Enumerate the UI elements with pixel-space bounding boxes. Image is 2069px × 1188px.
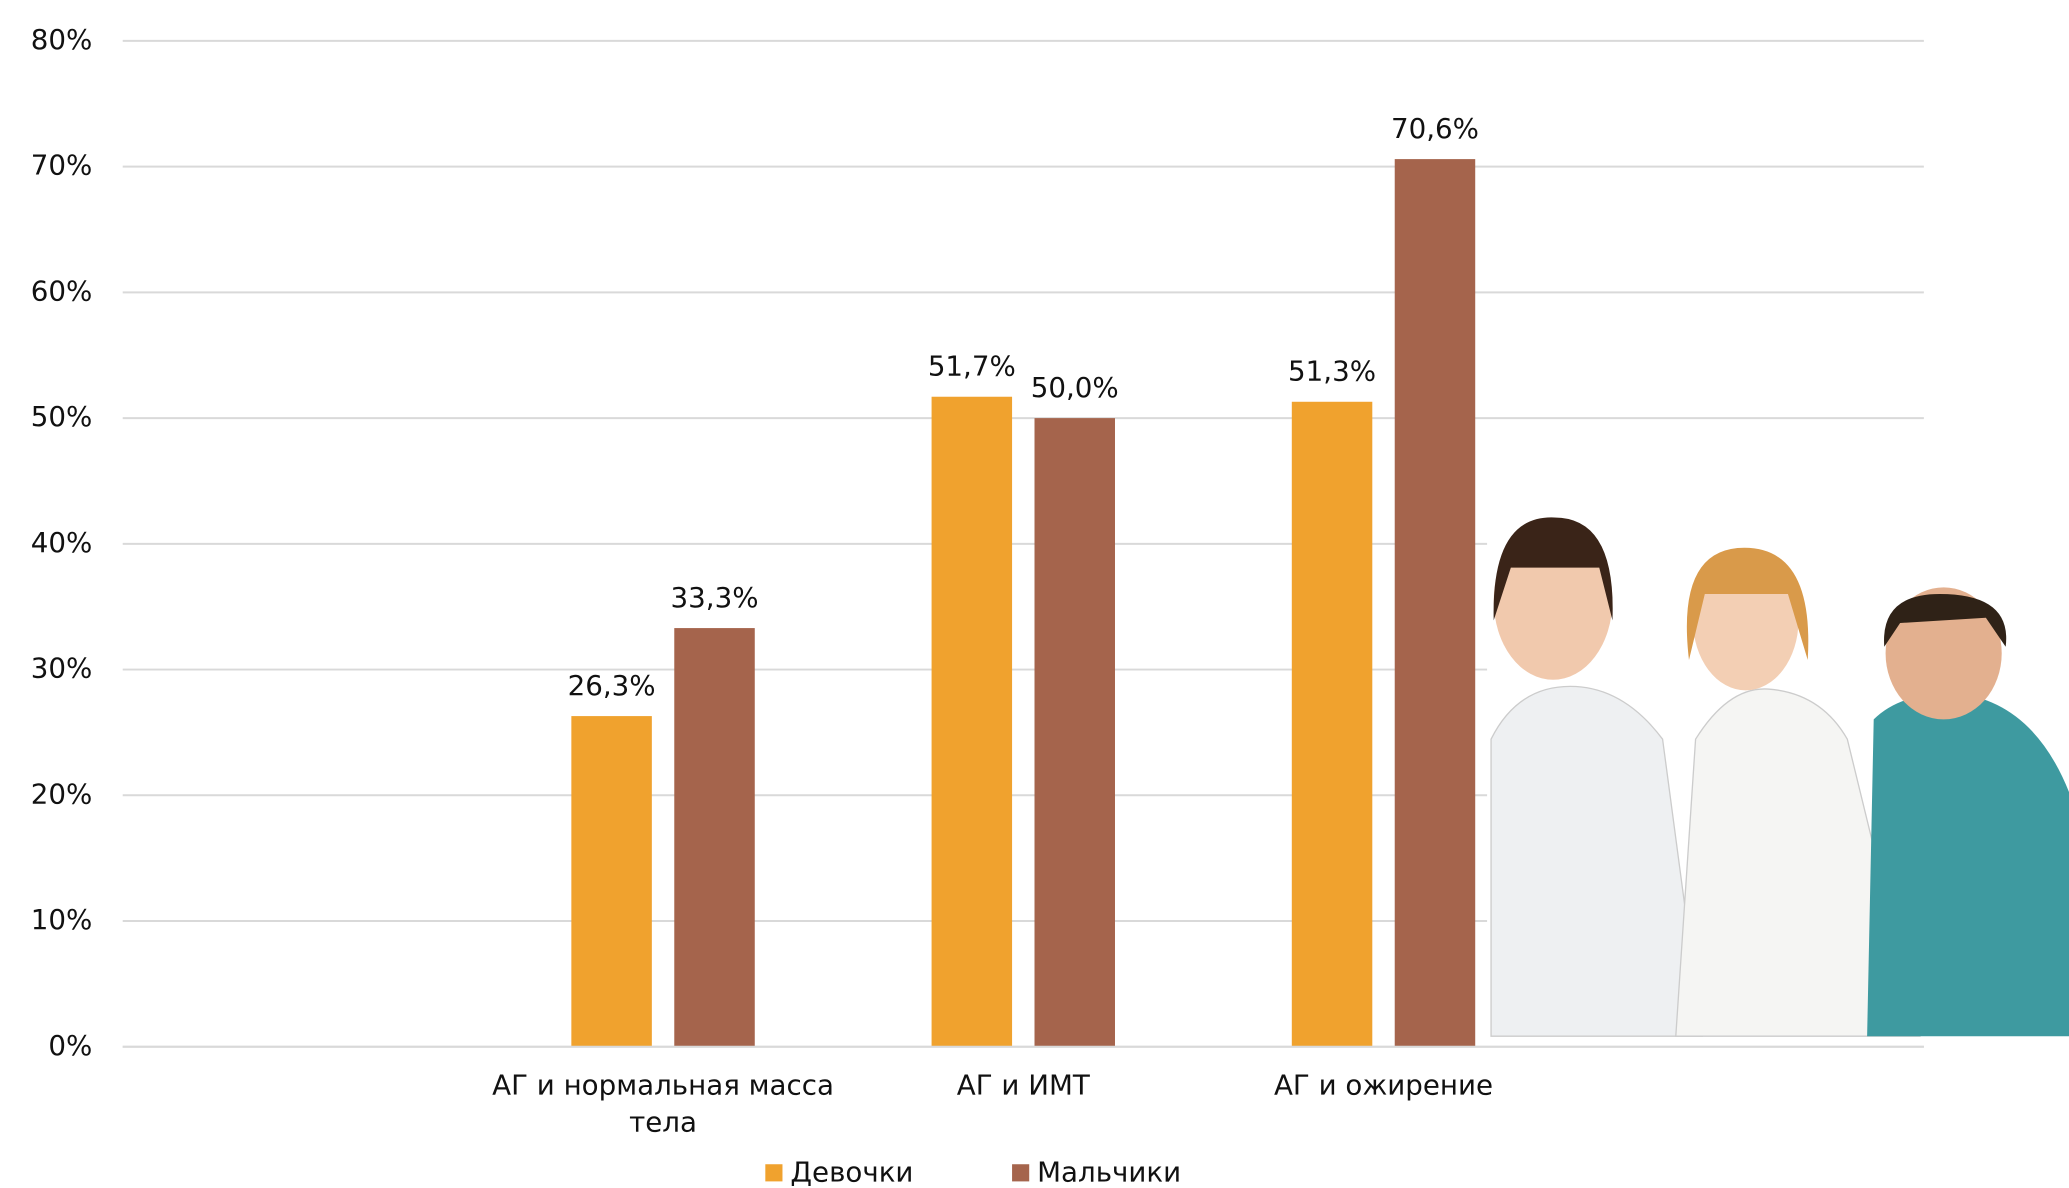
legend-swatch xyxy=(1012,1164,1030,1182)
data-label: 26,3% xyxy=(568,669,656,702)
bar xyxy=(931,396,1013,1047)
y-tick-label: 20% xyxy=(31,777,93,810)
data-label: 51,3% xyxy=(1288,355,1376,388)
legend-swatch xyxy=(765,1164,783,1182)
y-tick-label: 60% xyxy=(31,274,93,307)
data-label: 50,0% xyxy=(1031,371,1119,404)
y-tick-label: 0% xyxy=(48,1029,92,1062)
y-tick-label: 50% xyxy=(31,400,93,433)
bar xyxy=(674,628,755,1047)
data-label: 33,3% xyxy=(671,581,759,614)
bar xyxy=(1394,159,1476,1047)
y-tick-label: 40% xyxy=(31,526,93,559)
bar xyxy=(571,716,652,1047)
legend-label: Девочки xyxy=(790,1155,913,1188)
y-tick-label: 30% xyxy=(31,652,93,685)
y-tick-label: 80% xyxy=(31,23,93,56)
x-tick-label: АГ и ожирение xyxy=(1274,1068,1493,1101)
photo xyxy=(1487,514,2069,1037)
y-tick-label: 70% xyxy=(31,149,93,182)
bar xyxy=(1034,418,1115,1047)
y-tick-label: 10% xyxy=(31,903,93,936)
data-label: 70,6% xyxy=(1391,112,1479,145)
legend-label: Мальчики xyxy=(1037,1155,1181,1188)
data-label: 51,7% xyxy=(928,350,1016,383)
x-tick-label: АГ и ИМТ xyxy=(957,1068,1090,1101)
x-tick-label: АГ и нормальная масса тела xyxy=(492,1068,834,1138)
bar xyxy=(1291,401,1373,1047)
